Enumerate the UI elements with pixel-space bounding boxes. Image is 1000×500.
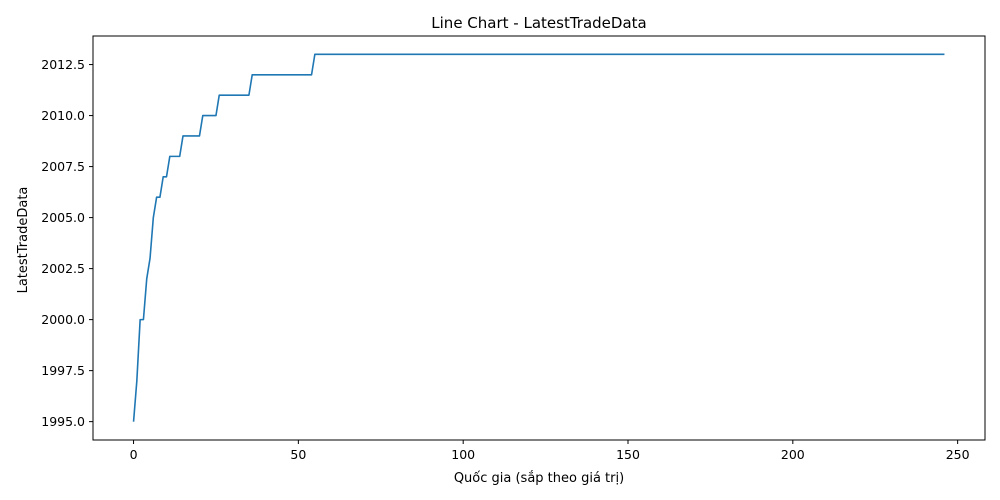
y-tick-label: 2000.0 bbox=[41, 312, 85, 327]
y-tick-label: 2010.0 bbox=[41, 108, 85, 123]
series-line bbox=[132, 53, 945, 422]
x-tick-label: 100 bbox=[451, 447, 475, 462]
y-tick-label: 1997.5 bbox=[41, 363, 85, 378]
plot-area bbox=[92, 35, 986, 441]
x-tick-label: 50 bbox=[290, 447, 306, 462]
chart-title: Line Chart - LatestTradeData bbox=[431, 14, 646, 32]
y-tick-label: 2002.5 bbox=[41, 261, 85, 276]
y-tick-label: 2012.5 bbox=[41, 57, 85, 72]
y-axis: 1995.0 1997.5 2000.0 2002.5 2005.0 2007.5 2010… bbox=[41, 57, 93, 429]
plot-frame bbox=[92, 35, 986, 441]
x-tick-label: 250 bbox=[946, 447, 970, 462]
x-tick-label: 200 bbox=[781, 447, 805, 462]
y-tick-label: 2005.0 bbox=[41, 210, 85, 225]
y-tick-label: 2007.5 bbox=[41, 159, 85, 174]
y-tick-label: 1995.0 bbox=[41, 414, 85, 429]
y-axis-label: LatestTradeData bbox=[16, 187, 31, 294]
x-axis-label: Quốc gia (sắp theo giá trị) bbox=[454, 471, 624, 486]
x-tick-label: 150 bbox=[616, 447, 640, 462]
x-tick-label: 0 bbox=[130, 447, 138, 462]
x-axis: 0 50 100 150 200 250 bbox=[130, 440, 970, 462]
